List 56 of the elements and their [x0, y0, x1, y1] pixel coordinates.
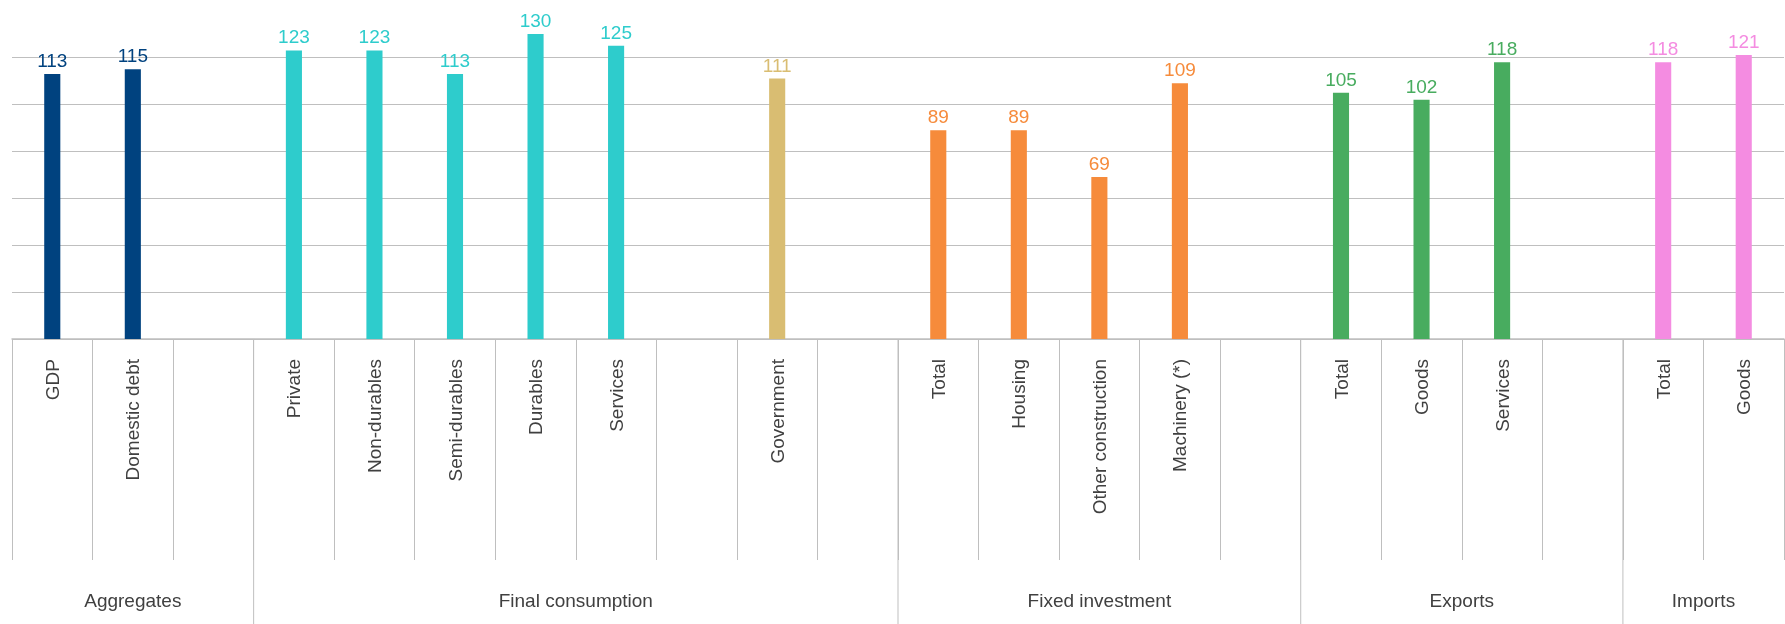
text: Exports [1429, 589, 1495, 611]
bar [1091, 177, 1108, 339]
bar [930, 130, 947, 339]
data-label: 109 [1164, 59, 1196, 81]
bar [1494, 62, 1511, 339]
data-label: 121 [1727, 31, 1760, 53]
bar [1735, 55, 1752, 339]
data-label: 69 [1088, 153, 1110, 175]
data-label: 113 [439, 49, 471, 71]
data-label: 123 [358, 26, 391, 48]
bar [1171, 83, 1188, 339]
text: Fixed investment [1027, 589, 1172, 611]
bar [527, 34, 544, 339]
text: Imports [1671, 589, 1736, 611]
x-tick-label: Non-durables [363, 359, 385, 474]
x-tick-label: Total [1330, 359, 1352, 400]
bar [1413, 99, 1430, 339]
x-tick-label: Other construction [1088, 359, 1110, 515]
bar [769, 78, 786, 339]
bar [366, 50, 383, 339]
x-tick-label: Semi-durables [444, 359, 466, 482]
x-tick-label: Private [283, 359, 305, 419]
x-tick-label: Services [1491, 359, 1513, 432]
x-tick-label: Government [766, 358, 788, 464]
bar [446, 73, 464, 339]
x-tick-label: Durables [525, 359, 547, 436]
data-label: 89 [1008, 106, 1030, 128]
data-label: 89 [927, 106, 949, 128]
x-tick-label: Goods [1733, 359, 1755, 415]
bar [285, 50, 302, 339]
x-tick-label: Total [1652, 359, 1674, 400]
data-label: 105 [1325, 68, 1357, 90]
x-tick-label: GDP [41, 359, 63, 401]
bar [1010, 130, 1027, 339]
data-label: 102 [1405, 75, 1438, 97]
bar [608, 45, 625, 339]
text: Final consumption [498, 589, 653, 611]
bar [44, 73, 61, 339]
bar [1332, 92, 1350, 339]
bar [124, 69, 141, 339]
data-label: 111 [762, 54, 792, 76]
x-tick-label: Domestic debt [122, 358, 144, 481]
text: Aggregates [84, 589, 182, 611]
x-tick-label: Total [927, 359, 949, 400]
data-label: 123 [278, 26, 310, 48]
x-tick-label: Services [605, 359, 627, 432]
x-tick-label: Goods [1411, 359, 1433, 415]
bar [1655, 62, 1672, 339]
x-tick-label: Housing [1008, 359, 1030, 429]
data-label: 118 [1486, 38, 1518, 60]
data-label: 118 [1648, 38, 1679, 60]
data-label: 115 [117, 45, 148, 67]
data-label: 125 [600, 21, 632, 43]
data-label: 130 [519, 10, 552, 31]
data-label: 113 [37, 49, 68, 71]
x-tick-label: Machinery (*) [1169, 359, 1191, 472]
